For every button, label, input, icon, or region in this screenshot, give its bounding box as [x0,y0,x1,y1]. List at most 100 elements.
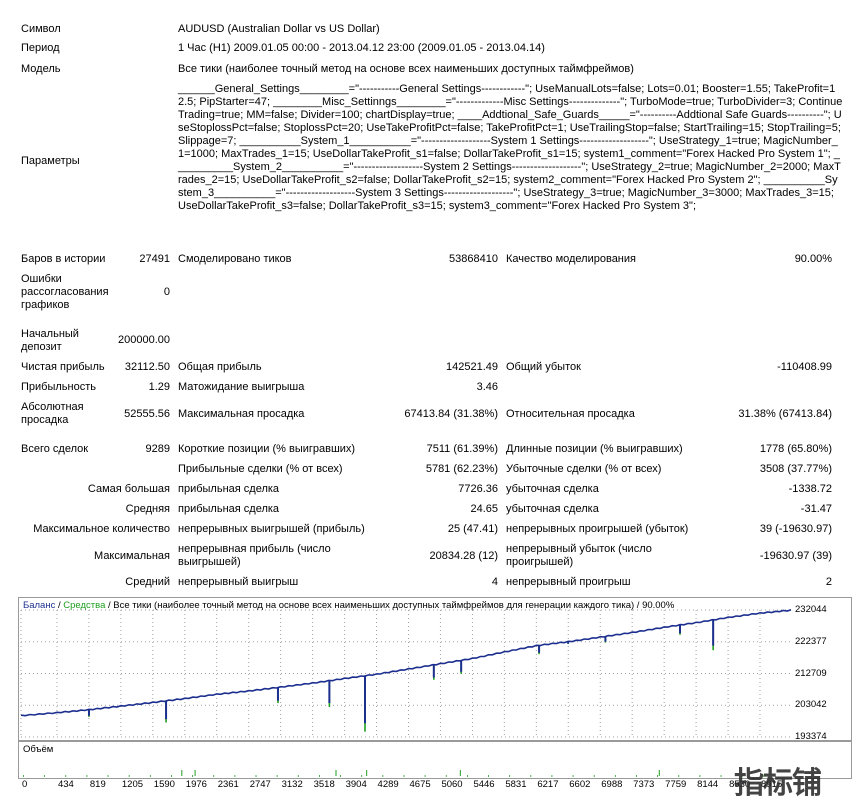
volume-chart: Объём [18,741,852,779]
bars-value: 27491 [139,253,170,265]
gross-loss-value: -110408.99 [777,361,832,373]
legend-equity: Средства [63,600,106,611]
x-tick-label: 7373 [633,779,655,790]
maximal-profit-label: непрерывная прибыль (число выигрышей) [178,543,331,568]
long-positions-value: 1778 (65.80%) [759,443,832,455]
x-tick-label: 8530 [729,779,751,790]
quality-label: Качество моделирования [506,253,636,265]
x-tick-label: 4675 [409,779,431,790]
x-tick-label: 7759 [665,779,687,790]
balance-chart-plot [20,609,792,738]
x-tick-label: 3518 [313,779,335,790]
avg-consec-wins-value: 4 [491,576,498,588]
average-loss-label: убыточная сделка [506,503,599,515]
gross-loss-label: Общий убыток [506,361,581,373]
symbol-label: Символ [21,23,61,35]
model-value: Все тики (наиболее точный метод на основ… [178,63,634,75]
max-count-losses-label: непрерывных проигрышей (убыток) [506,523,689,535]
watermark-logo: 指标铺 [734,766,822,801]
parameters-label: Параметры [21,155,80,167]
largest-profit-label: прибыльная сделка [178,483,280,495]
avg-consec-losses-label: непрерывный проигрыш [506,576,631,588]
abs-drawdown-label: Абсолютная просадка [21,401,84,426]
max-count-label: Максимальное количество [33,523,170,535]
chart-legend: Баланс / Средства / Все тики (наиболее т… [23,600,674,611]
volume-chart-plot [23,770,764,777]
short-positions-value: 7511 (61.39%) [426,443,498,455]
volume-label: Объём [23,744,54,755]
maximal-loss-label: непрерывный убыток (число проигрышей) [506,543,652,568]
x-tick-label: 2747 [249,779,271,790]
expected-payoff-value: 3.46 [476,381,498,393]
errors-label: Ошибки рассогласования графиков [21,273,109,311]
period-value: 1 Час (H1) 2009.01.05 00:00 - 2013.04.12… [178,42,545,54]
y-tick-label: 222377 [795,635,827,647]
largest-loss-value: -1338.72 [788,483,832,495]
deposit-label: Начальный депозит [21,328,79,353]
maximal-label: Максимальная [94,550,170,562]
profit-trades-value: 5781 (62.23%) [425,463,498,475]
largest-label: Самая большая [87,483,170,495]
balance-line [20,609,792,717]
x-tick-label: 6217 [537,779,559,790]
x-tick-label: 1976 [185,779,207,790]
rel-drawdown-label: Относительная просадка [506,408,635,420]
period-label: Период [21,42,60,54]
x-tick-label: 3904 [345,779,367,790]
rel-drawdown-value: 31.38% (67413.84) [738,408,832,420]
ticks-label: Смоделировано тиков [178,253,292,265]
y-tick-label: 212709 [795,667,827,679]
short-positions-label: Короткие позиции (% выигравших) [178,443,356,455]
average-profit-value: 24.65 [470,503,498,515]
maximal-loss-value: -19630.97 (39) [759,550,832,562]
gross-profit-value: 142521.49 [446,361,498,373]
avg-consec-losses-value: 2 [825,576,832,588]
x-tick-label: 4289 [377,779,399,790]
errors-value: 0 [163,286,170,298]
long-positions-label: Длинные позиции (% выигравших) [506,443,683,455]
x-tick-label: 0 [22,779,28,790]
y-tick-label: 203042 [795,699,827,711]
average-loss-value: -31.47 [800,503,832,515]
x-tick-label: 3132 [281,779,303,790]
balance-chart: Баланс / Средства / Все тики (наиболее т… [18,597,852,742]
model-label: Модель [21,63,61,75]
total-trades-value: 9289 [145,443,170,455]
x-tick-label: 6602 [569,779,591,790]
profit-trades-label: Прибыльные сделки (% от всех) [178,463,343,475]
profit-factor-value: 1.29 [148,381,170,393]
x-tick-label: 819 [89,779,106,790]
bars-label: Баров в истории [21,253,106,265]
largest-loss-label: убыточная сделка [506,483,599,495]
gross-profit-label: Общая прибыль [178,361,262,373]
max-count-losses-value: 39 (-19630.97) [759,523,832,535]
max-count-wins-label: непрерывных выигрышей (прибыль) [178,523,365,535]
max-drawdown-label: Максимальная просадка [178,408,305,420]
x-tick-label: 5060 [441,779,463,790]
legend-separator: / [55,600,64,611]
net-profit-value: 32112.50 [124,361,170,373]
y-tick-label: 193374 [795,731,827,742]
max-drawdown-value: 67413.84 (31.38%) [404,408,498,420]
total-trades-label: Всего сделок [21,443,89,455]
x-tick-label: 5446 [473,779,495,790]
expected-payoff-label: Матожидание выигрыша [178,381,305,393]
x-tick-label: 1205 [121,779,144,790]
quality-value: 90.00% [794,253,832,265]
y-tick-label: 232044 [795,604,827,615]
abs-drawdown-value: 52555.56 [124,408,170,420]
x-tick-label: 6988 [601,779,623,790]
x-tick-label: 8144 [697,779,719,790]
parameters-value: ______General_Settings________="--------… [178,83,843,212]
maximal-profit-value: 20834.28 (12) [429,550,499,562]
average-profit-label: прибыльная сделка [178,503,280,515]
max-count-wins-value: 25 (47.41) [447,523,498,535]
net-profit-label: Чистая прибыль [21,361,105,373]
profit-factor-label: Прибыльность [21,381,96,393]
x-tick-label: 8915 [760,779,783,790]
legend-balance: Баланс [23,600,56,611]
average-label: Средняя [125,503,170,515]
x-tick-label: 1590 [153,779,175,790]
ticks-value: 53868410 [449,253,498,265]
avg-consec-label: Средний [125,576,170,588]
